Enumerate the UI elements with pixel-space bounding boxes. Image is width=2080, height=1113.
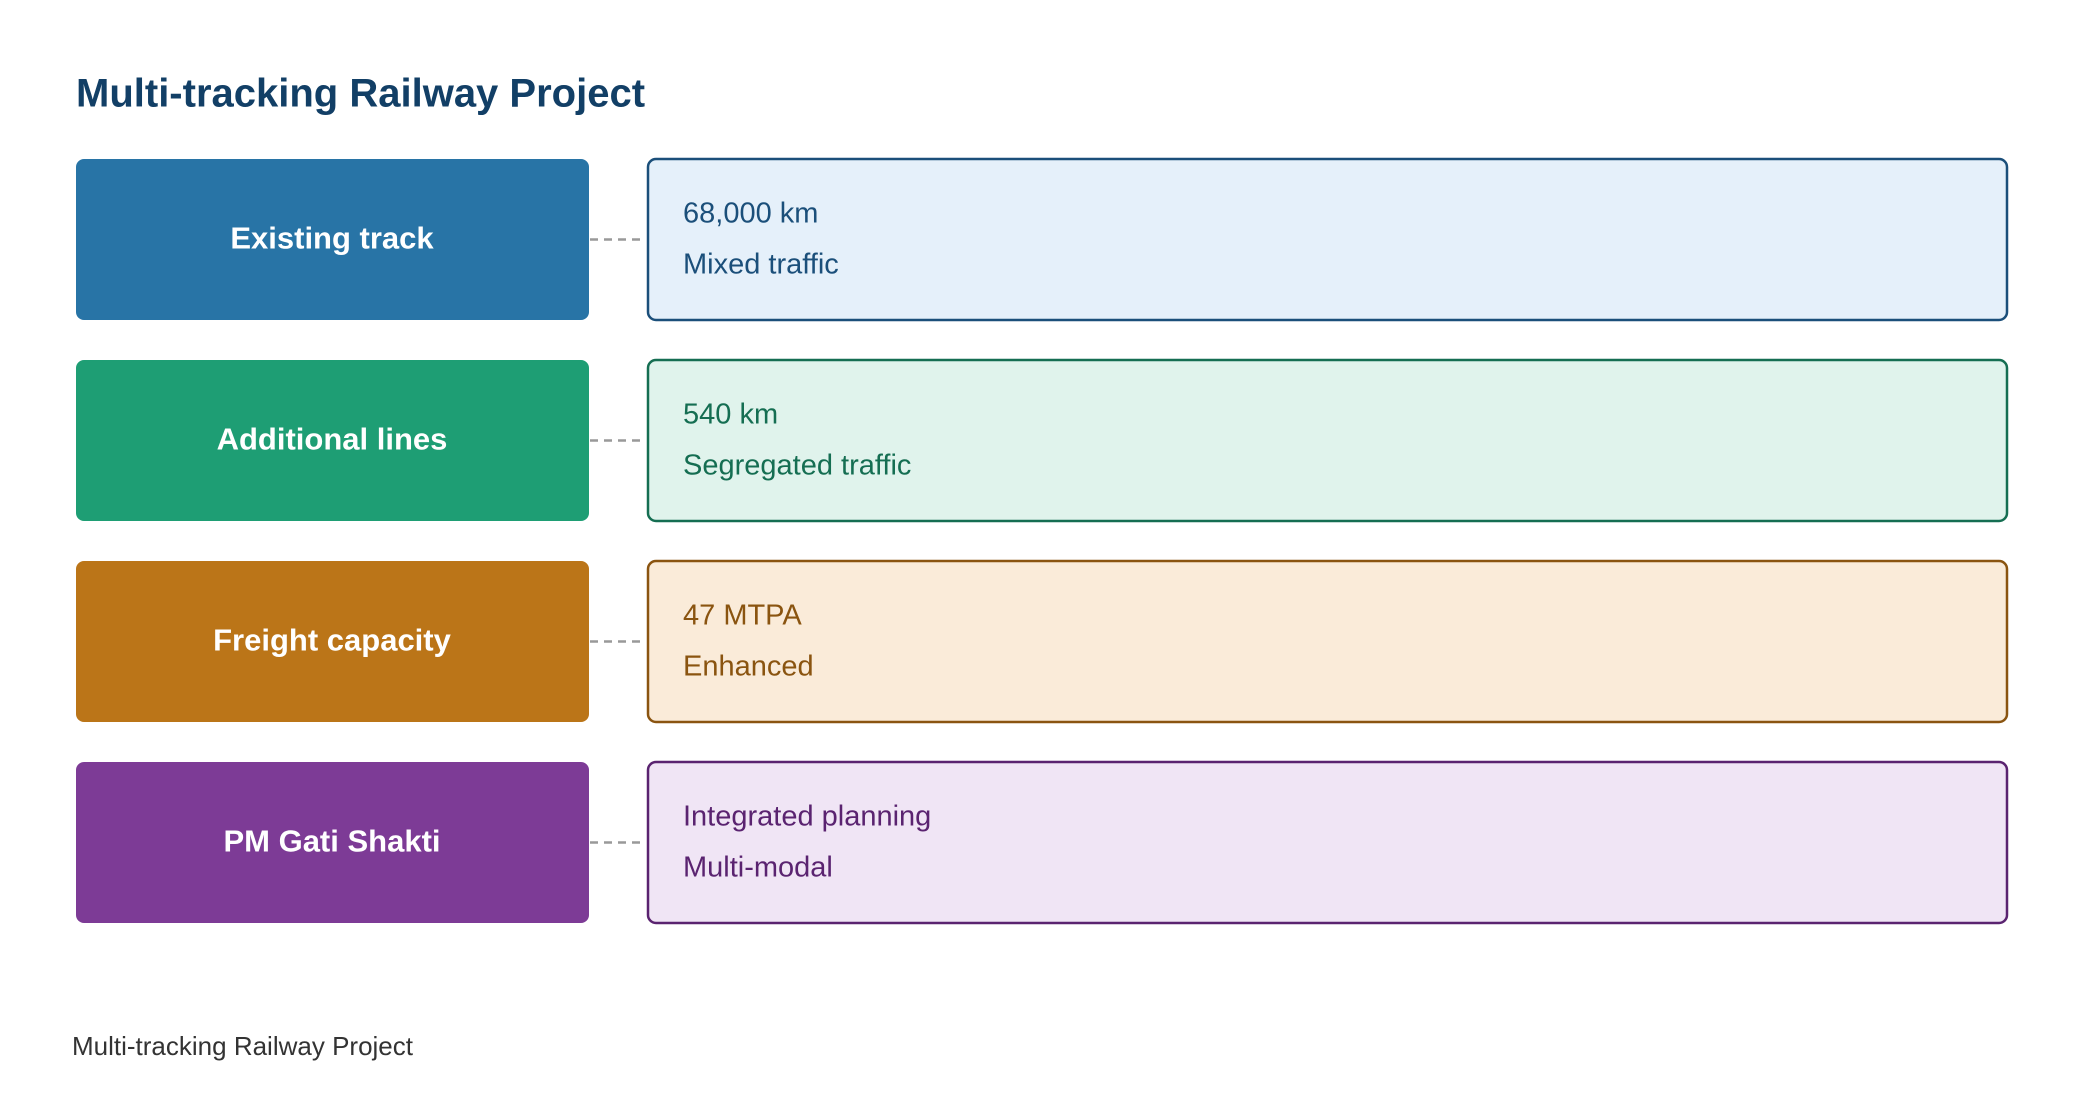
title: Multi-tracking Railway Project: [76, 72, 645, 116]
detail-box: [646, 157, 2009, 322]
category-box: [76, 360, 589, 521]
category-label: Freight capacity: [213, 623, 451, 658]
detail-line: 68,000 km: [683, 198, 818, 230]
detail-box: [646, 760, 2009, 925]
detail-line: 540 km: [683, 399, 778, 431]
detail-box: [646, 559, 2009, 724]
detail-line: Enhanced: [683, 651, 814, 683]
category-label: PM Gati Shakti: [223, 824, 440, 859]
detail-line: Mixed traffic: [683, 249, 839, 281]
category-label: Existing track: [230, 221, 434, 256]
detail-line: Multi-modal: [683, 852, 833, 884]
detail-line: Integrated planning: [683, 801, 931, 833]
detail-line: 47 MTPA: [683, 600, 802, 632]
category-box: [76, 561, 589, 722]
detail-box: [646, 358, 2009, 523]
detail-line: Segregated traffic: [683, 450, 911, 482]
category-box: [76, 159, 589, 320]
category-label: Additional lines: [217, 422, 448, 457]
footer: Multi-tracking Railway Project: [72, 1031, 414, 1061]
category-box: [76, 762, 589, 923]
